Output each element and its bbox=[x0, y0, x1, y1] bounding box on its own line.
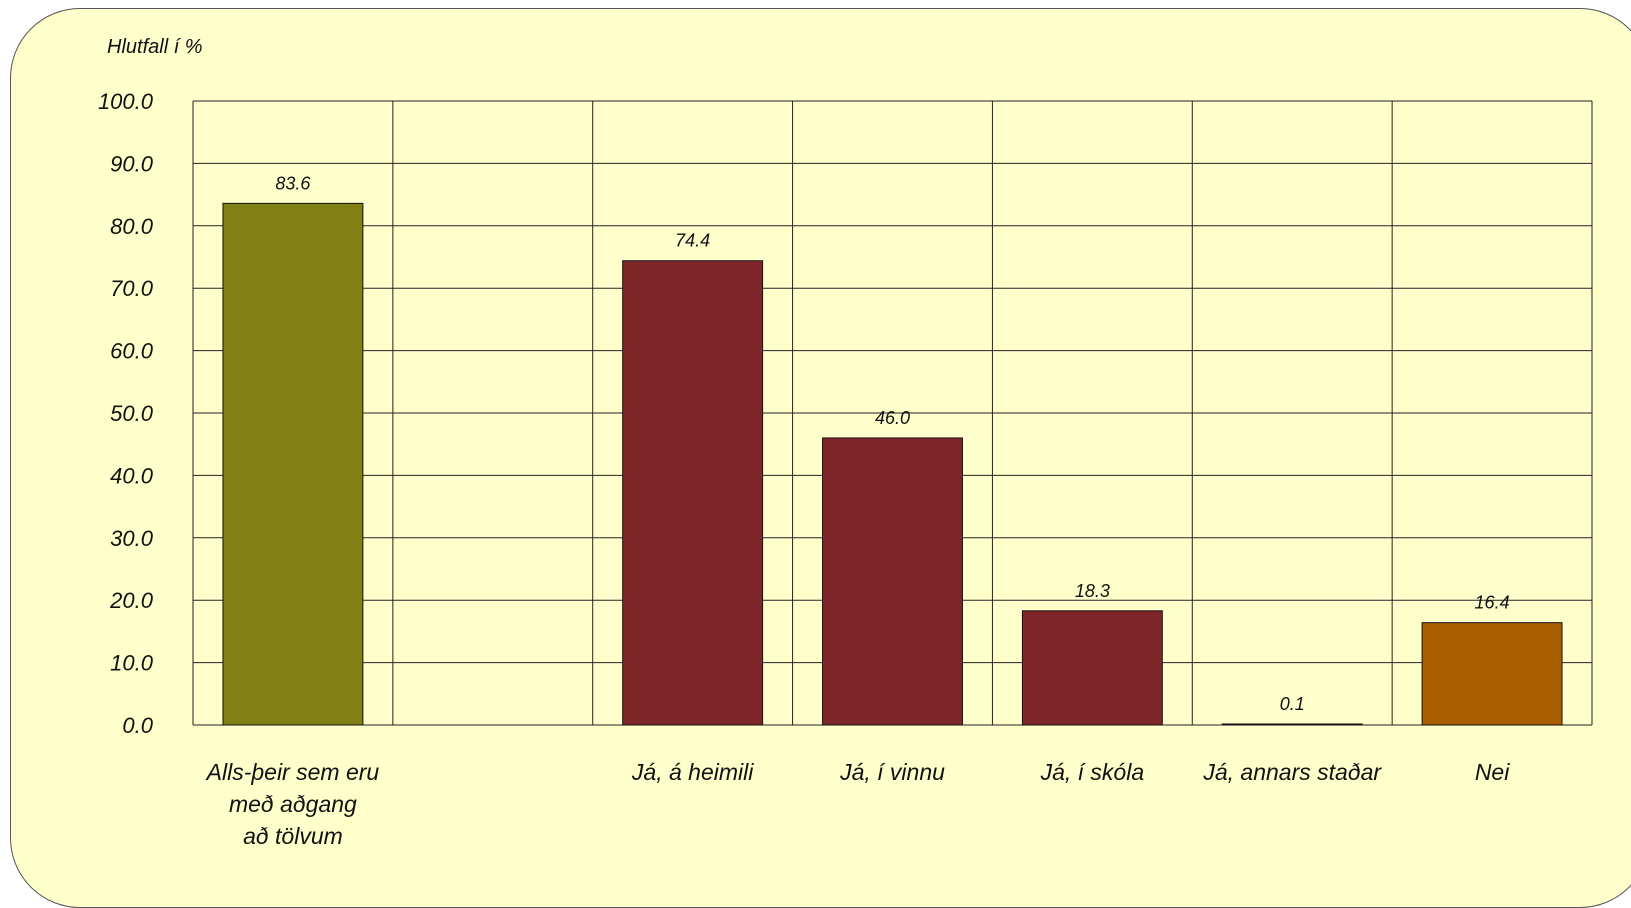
y-tick-label: 60.0 bbox=[110, 339, 154, 364]
x-tick-label: Nei bbox=[1475, 759, 1510, 785]
value-label: 18.3 bbox=[1075, 581, 1110, 601]
y-tick-label: 50.0 bbox=[110, 401, 154, 426]
x-tick-label: að tölvum bbox=[243, 823, 343, 849]
bar bbox=[1021, 610, 1163, 726]
y-tick-label: 80.0 bbox=[110, 214, 154, 239]
value-label: 16.4 bbox=[1475, 593, 1510, 613]
value-label: 83.6 bbox=[275, 173, 311, 193]
bar bbox=[222, 202, 364, 726]
y-tick-label: 20.0 bbox=[109, 588, 154, 613]
x-tick-label: Alls-þeir sem eru bbox=[205, 759, 380, 785]
value-label: 74.4 bbox=[675, 231, 710, 251]
y-tick-label: 100.0 bbox=[98, 89, 154, 114]
y-tick-label: 90.0 bbox=[110, 151, 154, 176]
y-axis-ticks: 0.0 10.0 20.0 30.0 40.0 50.0 60.0 70.0 80.0 90.0 1… bbox=[98, 89, 154, 738]
x-tick-label: Já, á heimili bbox=[631, 759, 754, 785]
value-label: 0.1 bbox=[1280, 694, 1305, 714]
x-axis-labels: Alls-þeir sem eru með aðgang að tölvum Já, … bbox=[205, 759, 1511, 849]
y-tick-label: 0.0 bbox=[122, 713, 153, 738]
x-tick-label: Já, í skóla bbox=[1040, 759, 1145, 785]
bar bbox=[1421, 622, 1563, 726]
x-tick-label: með aðgang bbox=[229, 791, 357, 817]
bar bbox=[1221, 723, 1363, 726]
y-tick-label: 40.0 bbox=[110, 463, 154, 488]
y-tick-label: 70.0 bbox=[110, 276, 154, 301]
bar-chart: Hlutfall í % 0.0 10.0 20.0 30.0 40.0 50.0 60.0… bbox=[98, 36, 1593, 849]
value-labels: 83.6 74.4 46.0 18.3 0.1 16.4 bbox=[275, 173, 1509, 714]
bars bbox=[222, 202, 1563, 726]
value-label: 46.0 bbox=[875, 408, 910, 428]
x-tick-label: Já, í vinnu bbox=[839, 759, 945, 785]
y-axis-title: Hlutfall í % bbox=[107, 36, 203, 58]
grid-lines bbox=[192, 100, 1593, 726]
bar bbox=[622, 260, 764, 726]
y-tick-label: 30.0 bbox=[110, 526, 154, 551]
x-tick-label: Já, annars staðar bbox=[1202, 759, 1382, 785]
bar bbox=[822, 437, 963, 726]
y-tick-label: 10.0 bbox=[110, 651, 154, 676]
